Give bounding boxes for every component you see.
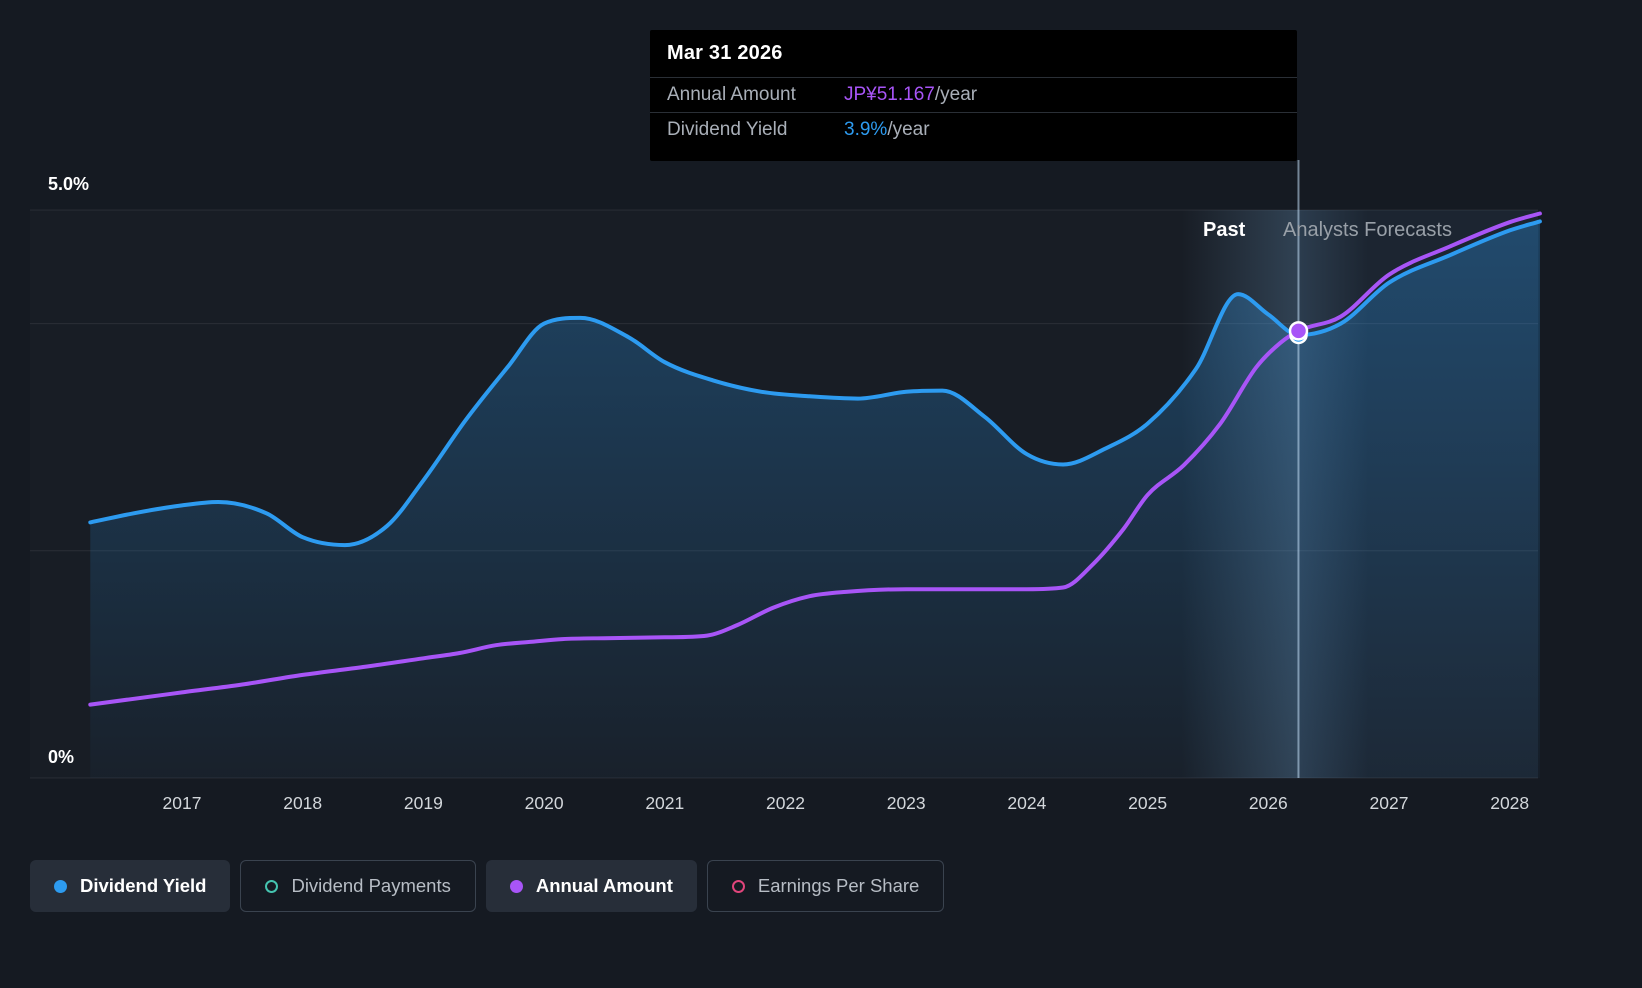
chart-tooltip: Mar 31 2026 Annual Amount JP¥51.167/year… xyxy=(650,30,1297,161)
x-axis-label: 2024 xyxy=(1007,793,1047,813)
past-region-label: Past xyxy=(1203,219,1246,241)
annual-amount-marker[interactable] xyxy=(1288,321,1309,341)
x-axis-label: 2018 xyxy=(283,793,323,813)
y-axis-label-bottom: 0% xyxy=(48,747,75,767)
x-axis-label: 2019 xyxy=(403,793,443,813)
x-axis-label: 2025 xyxy=(1128,793,1168,813)
x-axis-label: 2026 xyxy=(1248,793,1288,813)
legend-item-annual-amount[interactable]: Annual Amount xyxy=(485,860,697,912)
forecast-highlight-fade xyxy=(1298,210,1369,778)
x-axis-label: 2028 xyxy=(1490,793,1530,813)
legend-item-earnings-per-share[interactable]: Earnings Per Share xyxy=(706,860,945,912)
x-axis-label: 2027 xyxy=(1369,793,1409,813)
tooltip-suffix-annual-amount: /year xyxy=(934,84,978,105)
earnings-per-share-ring-icon xyxy=(731,879,745,893)
x-axis-label: 2020 xyxy=(524,793,564,813)
tooltip-row-annual-amount: Annual Amount JP¥51.167/year xyxy=(650,77,1297,112)
tooltip-date: Mar 31 2026 xyxy=(667,42,783,64)
past-highlight-band xyxy=(1181,210,1299,778)
x-axis-label: 2022 xyxy=(766,793,805,813)
x-axis-label: 2023 xyxy=(886,793,926,813)
tooltip-label-annual-amount: Annual Amount xyxy=(667,84,796,105)
x-axis-label: 2021 xyxy=(645,793,685,813)
legend-label: Dividend Payments xyxy=(291,875,451,896)
tooltip-value-wrap: 3.9%/year xyxy=(844,119,930,141)
legend-item-dividend-payments[interactable]: Dividend Payments xyxy=(240,860,476,912)
legend-label: Earnings Per Share xyxy=(757,875,920,896)
dividend-payments-ring-icon xyxy=(265,879,279,893)
annual-amount-dot-icon xyxy=(509,879,523,893)
x-axis: 2017 2018 2019 2020 2021 2022 2023 2024 2025 2026… xyxy=(0,793,1642,819)
tooltip-suffix-dividend-yield: /year xyxy=(887,119,930,140)
dividend-yield-line xyxy=(88,219,1542,548)
tooltip-value-wrap: JP¥51.167/year xyxy=(844,84,977,106)
legend-label: Annual Amount xyxy=(535,875,673,896)
x-axis-label: 2017 xyxy=(162,793,202,813)
tooltip-value-annual-amount: JP¥51.167 xyxy=(844,84,935,105)
tooltip-value-dividend-yield: 3.9% xyxy=(844,119,888,140)
legend: Dividend Yield Dividend Payments Annual … xyxy=(30,860,945,912)
tooltip-label-dividend-yield: Dividend Yield xyxy=(667,119,788,140)
y-axis-label-top: 5.0% xyxy=(48,174,90,194)
forecast-region-label: Analysts Forecasts xyxy=(1283,219,1452,241)
dividend-yield-area xyxy=(90,221,1540,778)
legend-item-dividend-yield[interactable]: Dividend Yield xyxy=(30,860,231,912)
dividend-yield-dot-icon xyxy=(54,879,67,893)
tooltip-row-dividend-yield: Dividend Yield 3.9%/year xyxy=(650,112,1297,147)
legend-label: Dividend Yield xyxy=(80,875,207,896)
